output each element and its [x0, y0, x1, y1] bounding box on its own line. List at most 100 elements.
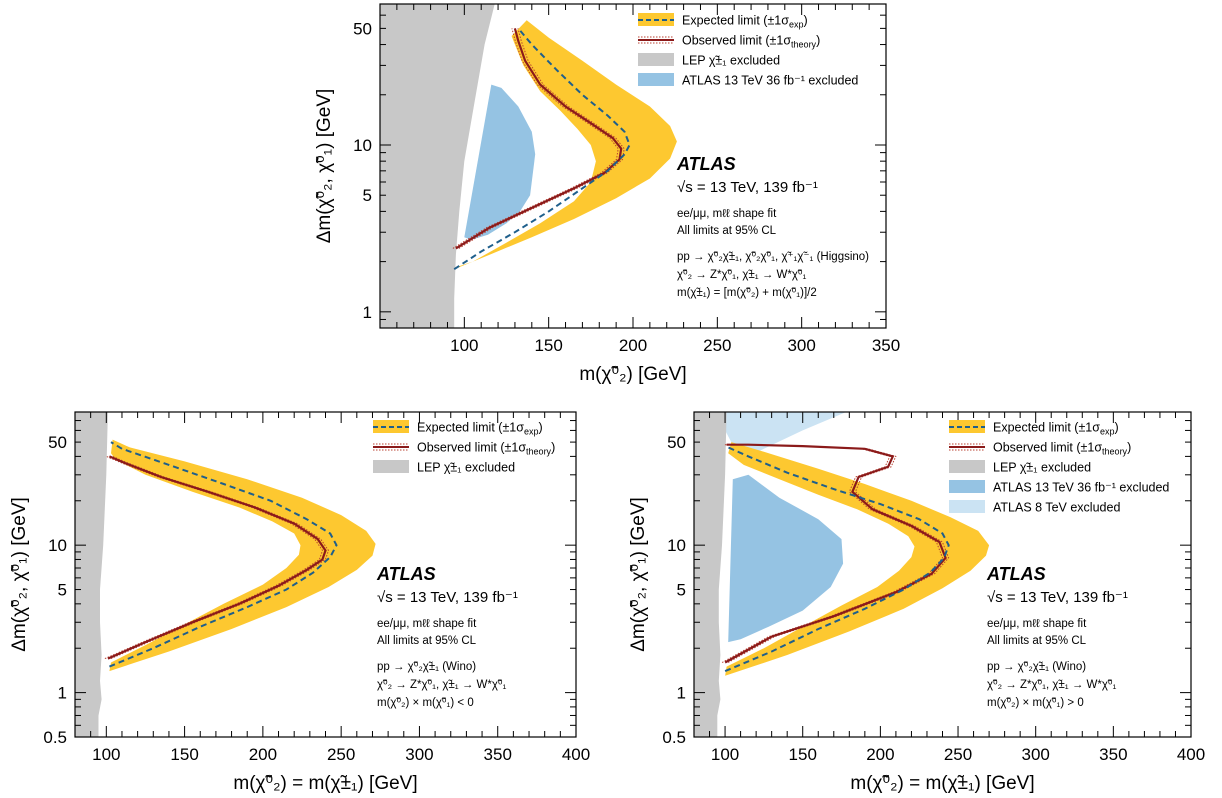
x-tick-label: 200 — [866, 745, 894, 764]
y-tick-label: 0.5 — [43, 728, 67, 747]
y-axis-title: Δm(χ̃⁰₂, χ̃⁰₁) [GeV] — [628, 497, 649, 652]
expected-limit-line — [453, 27, 631, 271]
y-tick-label: 50 — [667, 433, 686, 452]
legend-label-close: ) — [1115, 421, 1119, 435]
legend-swatch-lep — [638, 53, 674, 66]
expected-band — [109, 439, 376, 672]
higgsino-chart: 100 150 200 250 300 350 1 5 10 50 m(χ̃⁰₂) [GeV] Δm(… — [314, 3, 900, 385]
legend-label-main: Expected limit (±1σ — [993, 421, 1100, 435]
x-tick-label: 250 — [327, 745, 355, 764]
lep-region — [75, 412, 108, 737]
legend-label: LEP χ̃±₁ excluded — [682, 54, 780, 68]
observed-limit-line — [724, 443, 947, 664]
x-tick-label: 150 — [789, 745, 817, 764]
plot-area — [380, 4, 677, 328]
y-tick-label: 50 — [353, 19, 372, 38]
x-tick-label: 350 — [484, 745, 512, 764]
x-tick-label: 150 — [170, 745, 198, 764]
legend-label-main: Expected limit (±1σ — [417, 421, 524, 435]
wino-minus-chart: 100 150 200 250 300 350 400 0.5 1 5 10 50 m(χ̃⁰₂) = … — [9, 411, 590, 794]
annotation-line: χ̃⁰₂ → Z*χ̃⁰₁, χ̃±₁ → W*χ̃⁰₁ — [677, 269, 807, 281]
y-tick-label: 5 — [363, 186, 372, 205]
legend-label: Expected limit (±1σexp) — [993, 421, 1119, 437]
legend-swatch-atlas36 — [949, 480, 985, 493]
legend-swatch-lep — [373, 460, 409, 473]
atlas-annotation: ATLAS √s = 13 TeV, 139 fb⁻¹ ee/μμ, mℓℓ sha… — [676, 154, 869, 299]
x-tick-label: 100 — [92, 745, 120, 764]
legend-label-sub: exp — [789, 20, 804, 30]
expected-limit-line — [724, 446, 950, 673]
legend-label-main: Observed limit (±1σ — [993, 441, 1102, 455]
y-tick-label: 1 — [363, 303, 372, 322]
wino-plus-panel: 100 150 200 250 300 350 400 0.5 1 5 10 50 m(χ̃⁰₂) = … — [616, 402, 1222, 798]
legend-label-main: Observed limit (±1σ — [417, 441, 526, 455]
legend-swatch-atlas8 — [949, 500, 985, 513]
x-tick-label: 100 — [711, 745, 739, 764]
expected-band — [454, 20, 677, 270]
expected-band — [725, 442, 990, 676]
x-tick-label: 200 — [619, 336, 647, 355]
wino-minus-panel: 100 150 200 250 300 350 400 0.5 1 5 10 50 m(χ̃⁰₂) = … — [0, 402, 600, 798]
legend: Expected limit (±1σexp) Observed limit (±… — [373, 420, 555, 475]
lep-region — [380, 4, 495, 328]
y-axis-title: Δm(χ̃⁰₂, χ̃⁰₁) [GeV] — [314, 89, 335, 244]
annotation-line: All limits at 95% CL — [677, 225, 777, 237]
y-tick-label: 5 — [58, 581, 67, 600]
legend-swatch-atlas36 — [638, 73, 674, 86]
legend-label-sub: exp — [1100, 427, 1115, 437]
x-tick-label: 250 — [944, 745, 972, 764]
legend-label: Expected limit (±1σexp) — [682, 14, 808, 30]
atlas-label: ATLAS — [376, 564, 436, 584]
energy-label: √s = 13 TeV, 139 fb⁻¹ — [677, 179, 818, 196]
annotation-line: m(χ̃⁰₂) × m(χ̃⁰₁) > 0 — [987, 697, 1084, 709]
y-tick-label: 5 — [677, 581, 686, 600]
legend-label: Observed limit (±1σtheory) — [417, 441, 555, 457]
y-tick-label: 50 — [48, 433, 67, 452]
y-axis-title: Δm(χ̃⁰₂, χ̃⁰₁) [GeV] — [9, 497, 30, 652]
legend-label: Observed limit (±1σtheory) — [682, 34, 820, 50]
legend-label-close: ) — [551, 441, 555, 455]
legend-label-main: LEP χ̃±₁ excluded — [993, 461, 1091, 475]
legend-label-sub: theory — [791, 40, 817, 50]
x-tick-label: 400 — [1177, 745, 1205, 764]
atlas-annotation: ATLAS √s = 13 TeV, 139 fb⁻¹ ee/μμ, mℓℓ sha… — [376, 564, 518, 709]
legend-label-close: ) — [816, 34, 820, 48]
legend: Expected limit (±1σexp) Observed limit (±… — [638, 13, 858, 88]
x-tick-label: 350 — [872, 336, 900, 355]
legend-label: Expected limit (±1σexp) — [417, 421, 543, 437]
legend-label: LEP χ̃±₁ excluded — [417, 461, 515, 475]
legend-label-close: ) — [539, 421, 543, 435]
annotation-line: m(χ̃⁰₂) × m(χ̃⁰₁) < 0 — [377, 697, 474, 709]
legend-label-main: ATLAS 8 TeV excluded — [993, 501, 1120, 515]
annotation-line: pp → χ̃⁰₂χ̃±₁, χ̃⁰₂χ̃⁰₁, χ̃⁺₁χ̃⁻₁ (Higgs… — [677, 251, 869, 263]
plot-area — [694, 412, 990, 737]
x-tick-label: 250 — [703, 336, 731, 355]
atlas-label: ATLAS — [676, 154, 736, 174]
energy-label: √s = 13 TeV, 139 fb⁻¹ — [987, 589, 1128, 606]
x-axis-title: m(χ̃⁰₂) [GeV] — [579, 364, 686, 385]
y-tick-label: 1 — [677, 684, 686, 703]
y-tick-label: 10 — [353, 136, 372, 155]
x-tick-label: 400 — [562, 745, 590, 764]
legend-label: LEP χ̃±₁ excluded — [993, 461, 1091, 475]
x-axis-title: m(χ̃⁰₂) = m(χ̃±₁) [GeV] — [850, 773, 1034, 794]
observed-theory-down — [452, 28, 619, 249]
x-tick-label: 150 — [534, 336, 562, 355]
legend-label-close: ) — [1127, 441, 1131, 455]
legend-label-main: Observed limit (±1σ — [682, 34, 791, 48]
legend-label: ATLAS 13 TeV 36 fb⁻¹ excluded — [682, 74, 858, 88]
annotation-line: ee/μμ, mℓℓ shape fit — [987, 618, 1087, 630]
expected-limit-line — [109, 441, 338, 668]
annotation-line: All limits at 95% CL — [377, 635, 477, 647]
y-tick-label: 1 — [58, 684, 67, 703]
legend-swatch-lep — [949, 460, 985, 473]
annotation-line: All limits at 95% CL — [987, 635, 1087, 647]
plot-area — [75, 412, 376, 737]
observed-theory-up — [458, 28, 625, 249]
atlas-annotation: ATLAS √s = 13 TeV, 139 fb⁻¹ ee/μμ, mℓℓ sha… — [986, 564, 1128, 709]
legend-label: ATLAS 8 TeV excluded — [993, 501, 1120, 515]
legend-label-main: LEP χ̃±₁ excluded — [417, 461, 515, 475]
annotation-line: m(χ̃±₁) = [m(χ̃⁰₂) + m(χ̃⁰₁)]/2 — [677, 287, 817, 299]
x-tick-label: 200 — [249, 745, 277, 764]
observed-limit-line — [107, 455, 327, 660]
